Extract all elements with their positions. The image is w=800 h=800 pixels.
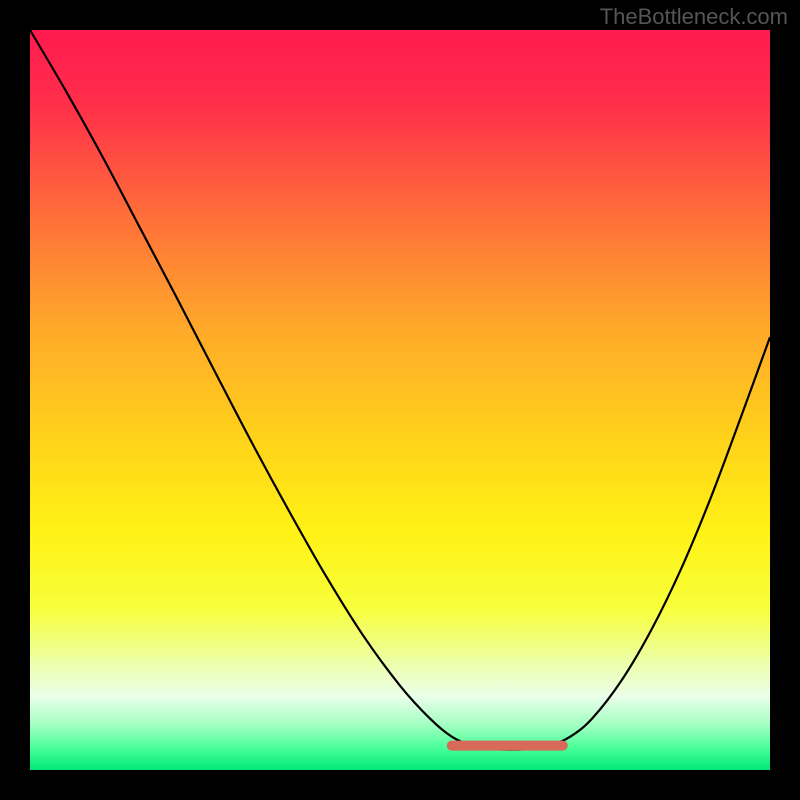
plot-area (30, 30, 770, 770)
curve-layer (30, 30, 770, 770)
watermark-text: TheBottleneck.com (600, 4, 788, 30)
bottleneck-curve (30, 30, 770, 750)
